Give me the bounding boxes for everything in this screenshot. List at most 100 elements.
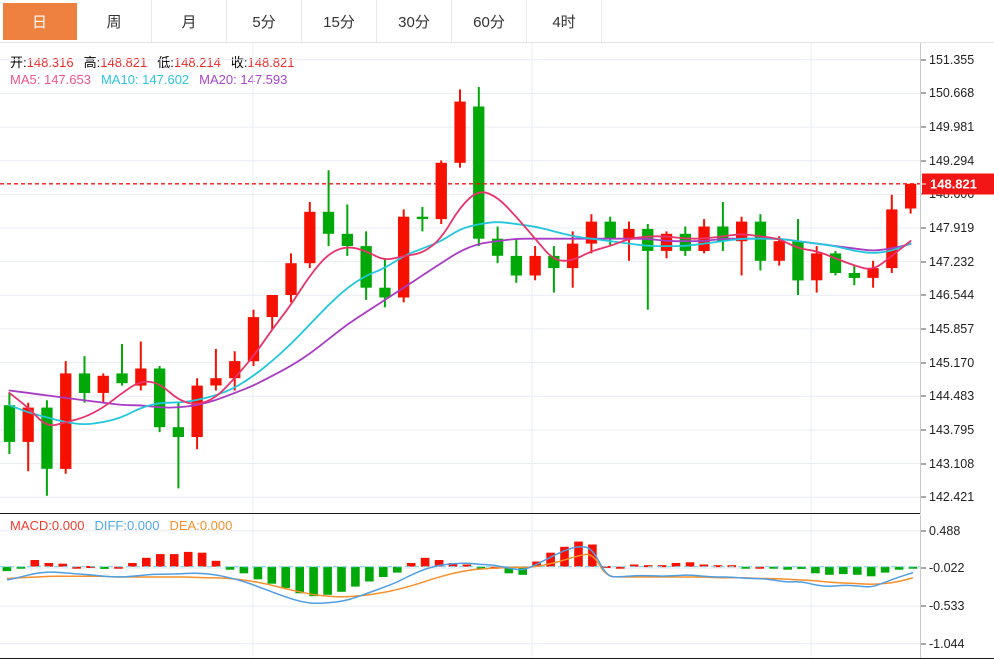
low-label: 低: [157, 55, 174, 70]
timeframe-tab-label: 月 [181, 13, 197, 31]
candlestick [191, 378, 203, 450]
macd-histogram-bar [114, 566, 123, 569]
open-value: 148.316 [26, 55, 74, 70]
macd-chart-svg [0, 515, 920, 659]
macd-histogram-bar [44, 563, 54, 567]
macd-axis-tick [921, 643, 926, 645]
candle-body [811, 253, 823, 281]
candle-body [529, 255, 541, 276]
candlestick [285, 253, 297, 303]
candlestick [623, 221, 635, 261]
candle-body [266, 295, 278, 317]
moving-average-legend: MA5: 147.653 MA10: 147.602 MA20: 147.593 [10, 72, 297, 87]
macd-histogram-bar [560, 546, 569, 567]
macd-histogram-bar [128, 563, 137, 567]
macd-legend: MACD:0.000 DIFF:0.000 DEA:0.000 [10, 518, 242, 533]
macd-histogram-bar [142, 557, 151, 567]
timeframe-tab-4[interactable]: 15分 [302, 0, 377, 42]
macd-histogram-bar [420, 557, 430, 567]
candlestick [322, 170, 335, 247]
price-axis-label: 150.668 [929, 86, 975, 101]
diff-value: 0.000 [126, 518, 160, 533]
candlestick [829, 251, 842, 276]
candle-body [736, 221, 748, 242]
macd-histogram-bar [616, 566, 625, 569]
timeframe-tab-2[interactable]: 月 [152, 0, 227, 42]
ma5-label: MA5: [10, 72, 41, 87]
candlestick [848, 265, 860, 286]
dea-value: 0.000 [199, 518, 233, 533]
timeframe-tab-label: 4时 [552, 13, 576, 31]
candlestick [172, 402, 184, 489]
macd-histogram-bar [239, 566, 249, 574]
macd-histogram-bar [448, 563, 458, 567]
macd-histogram-bar [323, 566, 332, 595]
candlestick [60, 361, 72, 474]
macd-histogram-bar [393, 566, 402, 573]
macd-histogram-bar [197, 552, 207, 567]
candle-body [585, 221, 598, 244]
candle-body [341, 233, 353, 246]
candle-body [604, 221, 616, 239]
macd-histogram-bar [16, 566, 26, 569]
macd-histogram-bar [880, 566, 890, 573]
candlestick [473, 87, 485, 247]
macd-histogram-bar [866, 566, 876, 577]
macd-histogram-bar [657, 565, 667, 568]
price-chart-svg [0, 43, 920, 514]
candlestick [886, 194, 898, 273]
timeframe-tab-5[interactable]: 30分 [377, 0, 452, 42]
candle-body [905, 183, 917, 209]
candle-body [454, 101, 466, 163]
candlestick [773, 236, 785, 266]
price-axis-label: 143.108 [929, 456, 975, 471]
candlestick [78, 356, 91, 403]
price-axis-tick [921, 496, 926, 498]
macd-histogram-bar [811, 566, 820, 574]
macd-histogram-bar [156, 554, 165, 567]
macd-histogram-bar [211, 560, 221, 567]
candle-body [191, 385, 203, 437]
price-axis-tick [921, 328, 926, 330]
macd-histogram-bar [783, 566, 792, 570]
candlestick [41, 400, 53, 496]
price-axis-tick [921, 429, 926, 431]
price-chart-panel[interactable] [0, 43, 920, 514]
macd-histogram-bar [797, 566, 806, 569]
candlestick [154, 366, 166, 433]
candlestick [905, 183, 917, 214]
diff-line [6, 545, 914, 605]
macd-chart-panel[interactable] [0, 515, 920, 659]
macd-histogram-bar [699, 564, 709, 567]
dea-label: DEA: [169, 518, 200, 533]
timeframe-tab-6[interactable]: 60分 [452, 0, 527, 42]
timeframe-tab-0[interactable]: 日 [3, 3, 77, 40]
candlestick [229, 351, 241, 391]
candle-body [473, 106, 485, 239]
macd-axis: 0.488 -0.022 -0.533 -1.044 [920, 515, 994, 659]
macd-histogram-bar [58, 563, 67, 567]
candle-body [829, 253, 842, 273]
macd-histogram-bar [253, 566, 263, 580]
current-price-badge: 148.821 [922, 173, 994, 195]
high-label: 高: [83, 55, 101, 70]
timeframe-tab-1[interactable]: 周 [77, 0, 152, 42]
candle-body [660, 233, 673, 251]
candle-body [679, 233, 691, 251]
price-axis-label: 145.170 [929, 355, 975, 370]
candlestick [529, 246, 541, 281]
timeframe-tab-label: 60分 [473, 13, 505, 31]
price-axis-label: 142.421 [929, 490, 975, 505]
timeframe-tab-label: 5分 [252, 13, 276, 31]
candle-body [135, 368, 147, 386]
candle-body [247, 317, 260, 362]
timeframe-tab-3[interactable]: 5分 [227, 0, 302, 42]
macd-value: 0.000 [51, 518, 85, 533]
candlestick [698, 219, 710, 254]
candle-body [229, 361, 241, 379]
close-value: 148.821 [247, 55, 295, 70]
macd-histogram-bar [351, 566, 360, 587]
macd-histogram-bar [30, 560, 40, 567]
timeframe-tab-7[interactable]: 4时 [527, 0, 602, 42]
high-value: 148.821 [100, 55, 148, 70]
